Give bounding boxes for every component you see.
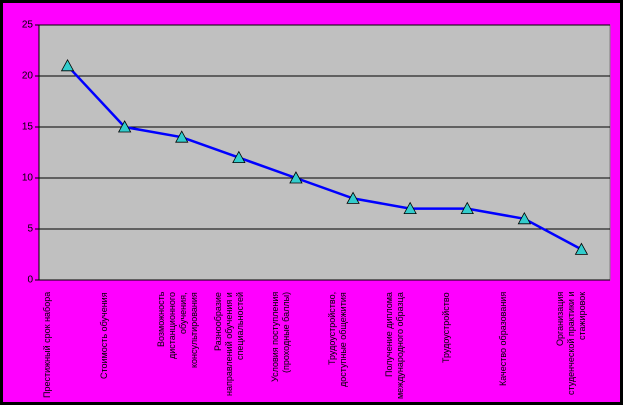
x-tick-label: Возможность дистанционного обучения, кон… bbox=[155, 292, 199, 368]
marker bbox=[574, 242, 589, 255]
marker bbox=[289, 171, 303, 184]
x-tick-label: Стоимость обучения bbox=[98, 292, 109, 379]
series-line bbox=[66, 64, 583, 251]
x-tick-label: Качество образования bbox=[498, 292, 509, 387]
marker bbox=[175, 130, 189, 143]
y-tick-label: 0 bbox=[27, 275, 33, 286]
marker bbox=[460, 201, 474, 215]
y-tick-label: 20 bbox=[22, 71, 34, 82]
marker bbox=[517, 211, 532, 225]
x-tick-label: Разнообразие направлений обучения и спец… bbox=[212, 292, 245, 396]
marker bbox=[117, 120, 132, 133]
marker bbox=[346, 191, 360, 204]
marker bbox=[403, 201, 417, 215]
marker bbox=[60, 58, 75, 72]
plot-area bbox=[38, 24, 611, 281]
x-tick-label: Условия поступления (проходные баллы) bbox=[269, 292, 291, 383]
y-tick-label: 5 bbox=[27, 224, 33, 235]
y-tick-label: 15 bbox=[22, 122, 34, 133]
x-tick-label: Организация студенческой практики и стаж… bbox=[555, 292, 588, 396]
x-tick-label: Трудоустройство bbox=[441, 292, 452, 363]
y-tick-label: 10 bbox=[22, 173, 34, 184]
y-tick-label: 25 bbox=[22, 20, 34, 31]
x-tick-label: Престижный срок набора bbox=[41, 292, 52, 399]
marker bbox=[232, 150, 246, 164]
x-tick-label: Трудоустройство, доступные общежития bbox=[327, 292, 349, 387]
x-tick-label: Получение диплома международного образца bbox=[384, 292, 406, 399]
